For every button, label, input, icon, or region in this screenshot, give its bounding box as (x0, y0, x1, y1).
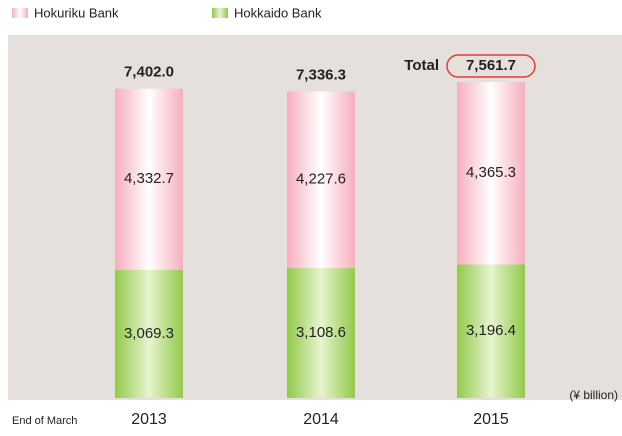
total-label: 7,561.7 (466, 57, 516, 74)
legend-swatch (212, 8, 228, 18)
value-label: 3,108.6 (296, 324, 346, 341)
bar-segment (115, 269, 183, 398)
value-label: 3,196.4 (466, 322, 516, 339)
x-tick-label: 2014 (303, 411, 339, 428)
value-label: 4,365.3 (466, 164, 516, 181)
value-label: 4,227.6 (296, 171, 346, 188)
value-label: 3,069.3 (124, 325, 174, 342)
bar-segment (457, 82, 525, 265)
x-caption: End of March (12, 415, 77, 427)
legend-swatch (12, 8, 28, 18)
legend-label: Hokkaido Bank (234, 5, 322, 20)
x-tick-label: 2013 (131, 411, 167, 428)
total-label: 7,336.3 (296, 66, 346, 83)
value-label: 4,332.7 (124, 170, 174, 187)
bar-segment (287, 91, 355, 269)
total-label: 7,402.0 (124, 64, 174, 81)
bar-segment (457, 264, 525, 398)
legend-label: Hokuriku Bank (34, 5, 119, 20)
x-tick-label: 2015 (473, 411, 509, 428)
total-caption: Total (404, 57, 439, 74)
unit-label: (¥ billion) (569, 388, 618, 402)
total-highlight (446, 54, 536, 78)
bar-segment (115, 88, 183, 270)
bar-segment (287, 268, 355, 398)
